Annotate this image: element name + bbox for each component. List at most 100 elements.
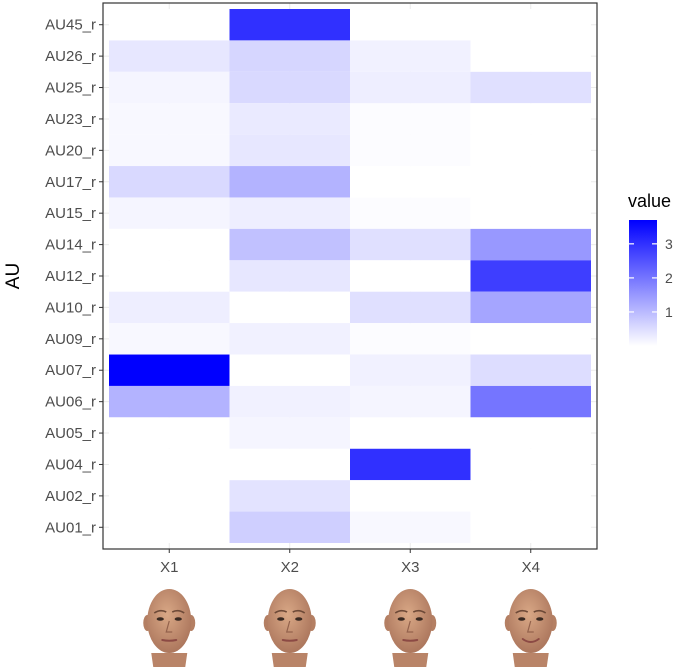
y-tick-label: AU07_r: [45, 362, 96, 379]
y-tick-label: AU04_r: [45, 456, 96, 473]
y-tick-label: AU09_r: [45, 331, 96, 348]
heatmap-cell: [350, 197, 471, 229]
heatmap-cell: [229, 134, 350, 167]
heatmap-cell: [470, 260, 591, 292]
heatmap-cell: [229, 323, 350, 355]
heatmap-cell: [350, 511, 471, 543]
neutral-face-icon: [263, 589, 316, 667]
y-axis-title: AU: [3, 263, 24, 289]
heatmap-cell: [470, 9, 591, 41]
heatmap-cell: [470, 323, 591, 355]
heatmap-cell: [109, 228, 230, 261]
heatmap-cell: [109, 103, 230, 135]
y-tick-label: AU10_r: [45, 299, 96, 316]
heatmap-cell: [109, 9, 230, 41]
y-tick-label: AU25_r: [45, 80, 96, 97]
heatmap-cell: [229, 260, 350, 292]
heatmap-cell: [229, 71, 350, 104]
color-legend: value 1 2 3: [628, 191, 673, 346]
heatmap-cell: [229, 511, 350, 543]
heatmap-cell: [470, 166, 591, 198]
heatmap-cell: [350, 354, 471, 386]
heatmap-cell: [109, 197, 230, 229]
x-tick-label: X2: [281, 559, 299, 576]
heatmap-cell: [229, 417, 350, 449]
heatmap-cell: [350, 103, 471, 135]
y-tick-label: AU15_r: [45, 205, 96, 222]
heatmap-cell: [109, 323, 230, 355]
heatmap-cell: [229, 228, 350, 261]
heatmap-cell: [470, 134, 591, 167]
heatmap-cell: [109, 385, 230, 418]
heatmap-cell: [350, 166, 471, 198]
y-tick-label: AU20_r: [45, 142, 96, 159]
heatmap-cell: [470, 71, 591, 104]
heatmap-cell: [109, 354, 230, 386]
y-tick-label: AU17_r: [45, 174, 96, 191]
legend-title: value: [628, 191, 671, 211]
heatmap-cell: [109, 134, 230, 167]
heatmap-cell: [109, 71, 230, 104]
y-tick-label: AU23_r: [45, 111, 96, 128]
heatmap-cell: [470, 385, 591, 418]
face-images: [143, 589, 557, 667]
heatmap-cell: [229, 9, 350, 41]
heatmap-cell: [470, 228, 591, 261]
heatmap-cell: [470, 417, 591, 449]
heatmap-cell: [350, 40, 471, 72]
heatmap-cell: [470, 103, 591, 135]
heatmap-cell: [229, 385, 350, 418]
heatmap-cell: [229, 354, 350, 386]
x-tick-label: X4: [522, 559, 540, 576]
heatmap-cell: [229, 480, 350, 512]
heatmap-cell: [470, 197, 591, 229]
heatmap-cell: [470, 448, 591, 481]
x-axis: X1 X2 X3 X4: [160, 549, 540, 576]
heatmap-cell: [350, 448, 471, 481]
heatmap-cell: [109, 480, 230, 512]
y-tick-label: AU14_r: [45, 237, 96, 254]
heatmap-cell: [350, 134, 471, 167]
y-axis: AU45_r AU26_r AU25_r AU23_r AU20_r AU17_r AU15…: [45, 17, 103, 536]
y-tick-label: AU02_r: [45, 488, 96, 505]
heatmap-cell: [229, 197, 350, 229]
y-tick-label: AU45_r: [45, 17, 96, 34]
legend-tick-label: 2: [665, 270, 673, 286]
neutral-face-icon: [384, 589, 437, 667]
heatmap-cell: [109, 40, 230, 72]
y-tick-label: AU06_r: [45, 394, 96, 411]
y-tick-label: AU01_r: [45, 519, 96, 536]
x-tick-label: X1: [160, 559, 178, 576]
heatmap-cell: [109, 260, 230, 292]
heatmap-cell: [229, 291, 350, 324]
heatmap-cell: [470, 354, 591, 386]
heatmap-cell: [470, 40, 591, 72]
heatmap-cell: [470, 291, 591, 324]
heatmap-cell: [350, 417, 471, 449]
heatmap-cell: [109, 166, 230, 198]
heatmap-cell: [350, 323, 471, 355]
heatmap-cell: [109, 448, 230, 481]
heatmap-cell: [350, 9, 471, 41]
heatmap-cell: [109, 291, 230, 324]
y-tick-label: AU12_r: [45, 268, 96, 285]
heatmap-cell: [350, 480, 471, 512]
heatmap-cell: [350, 291, 471, 324]
heatmap-cell: [229, 448, 350, 481]
legend-tick-label: 1: [665, 304, 673, 320]
smiling-face-icon: [504, 589, 557, 667]
x-tick-label: X3: [401, 559, 419, 576]
heatmap-cell: [229, 103, 350, 135]
legend-tick-label: 3: [665, 236, 673, 252]
heatmap-cell: [109, 417, 230, 449]
heatmap-cell: [229, 40, 350, 72]
heatmap-cell: [470, 480, 591, 512]
legend-ticks: 1 2 3: [629, 236, 673, 320]
legend-colorbar: [629, 220, 657, 346]
heatmap-cells: [109, 9, 591, 543]
neutral-face-icon: [143, 589, 196, 667]
heatmap-cell: [350, 260, 471, 292]
y-tick-label: AU26_r: [45, 48, 96, 65]
heatmap-cell: [350, 228, 471, 261]
